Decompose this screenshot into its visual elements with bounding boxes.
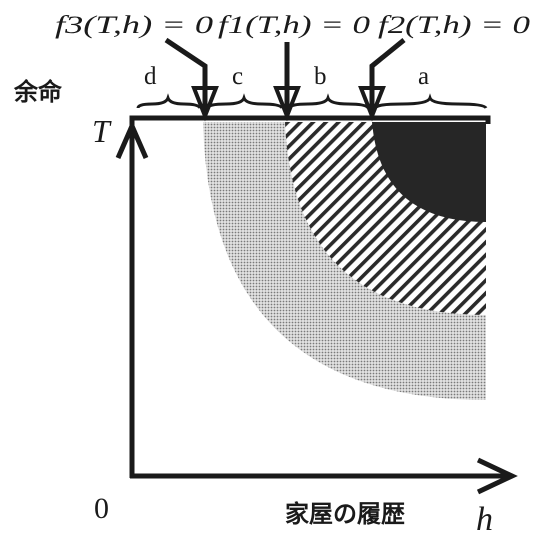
region-a-label: a (418, 63, 429, 90)
brace-d (136, 93, 202, 109)
x-axis-title: 家屋の履歴 (285, 500, 405, 528)
f1-curve-label: f1(T,h) = 0 (218, 12, 371, 39)
y-axis-title: 余命 (13, 78, 63, 106)
region-d-label: d (144, 63, 157, 90)
t-axis-arrowhead (115, 119, 149, 160)
brace-c (206, 93, 284, 109)
f3-curve-label: f3(T,h) = 0 (55, 12, 214, 39)
f2-pointer-arrowhead (358, 86, 386, 122)
f2-pointer-arrow (369, 38, 406, 112)
origin-label: 0 (94, 492, 109, 525)
f3-pointer-arrow (164, 37, 208, 112)
h-axis-arrowhead (476, 457, 518, 495)
x-axis-symbol: h (476, 501, 493, 536)
top-boundary-line (129, 115, 491, 124)
f1-pointer-arrowhead (273, 86, 301, 122)
region-a-solid (372, 122, 486, 222)
region-b-label: b (314, 63, 327, 90)
y-axis-symbol: T (92, 113, 112, 149)
f2-curve-label: f2(T,h) = 0 (378, 12, 531, 39)
f3-pointer-arrowhead (191, 86, 219, 122)
region-c-label: c (232, 63, 243, 90)
brace-a (374, 93, 488, 110)
brace-b (288, 93, 370, 109)
